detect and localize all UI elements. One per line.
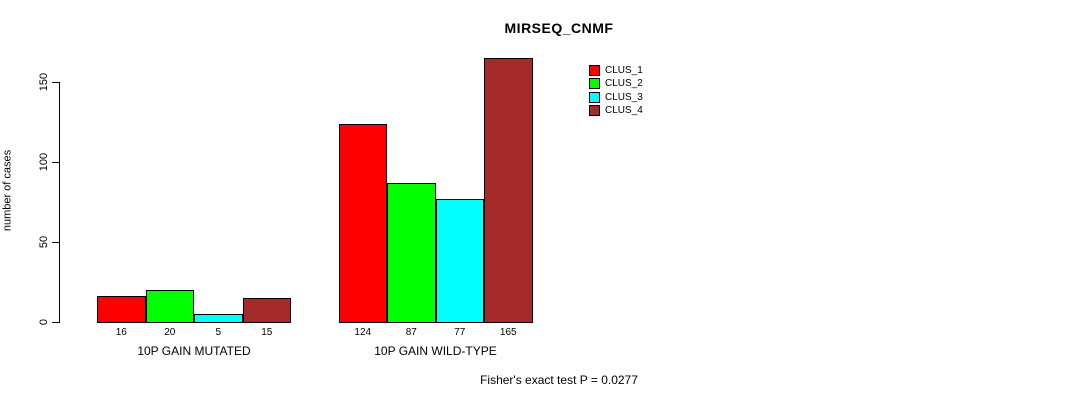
- bar-clus_3-mutated: [194, 314, 243, 323]
- legend-item-clus_1: CLUS_1: [589, 64, 659, 77]
- legend-label: CLUS_1: [605, 64, 643, 76]
- legend-label: CLUS_3: [605, 91, 643, 103]
- y-axis-tick: [52, 242, 59, 243]
- bar-value-label: 77: [454, 327, 466, 338]
- bar-clus_2-wild-type: [387, 182, 436, 323]
- bar-clus_4-wild-type: [484, 58, 533, 323]
- category-label: 10P GAIN WILD-TYPE: [374, 344, 497, 358]
- category-label: 10P GAIN MUTATED: [137, 344, 251, 358]
- bar-value-label: 124: [354, 327, 372, 338]
- bar-value-label: 5: [215, 327, 222, 338]
- bar-value-label: 87: [405, 327, 417, 338]
- bar-clus_2-mutated: [145, 290, 194, 323]
- legend-label: CLUS_4: [605, 105, 643, 116]
- legend-swatch-clus_4: [589, 105, 600, 116]
- y-axis-line: [59, 82, 60, 323]
- legend-item-clus_4: CLUS_4: [589, 105, 659, 117]
- bar-value-label: 20: [164, 327, 176, 338]
- y-axis-tick: [52, 82, 59, 83]
- y-axis-tick-label: 100: [38, 152, 50, 172]
- chart-title: MIRSEQ_CNMF: [504, 20, 614, 36]
- bar-clus_1-wild-type: [338, 123, 387, 323]
- legend-label: CLUS_2: [605, 78, 643, 89]
- bar-value-label: 16: [115, 327, 127, 338]
- legend-swatch-clus_2: [589, 78, 600, 89]
- y-axis-tick-label: 150: [38, 72, 50, 92]
- bar-value-label: 165: [499, 327, 517, 338]
- bar-clus_4-mutated: [242, 298, 291, 323]
- y-axis-tick: [52, 162, 59, 163]
- statistical-test-note: Fisher's exact test P = 0.0277: [480, 373, 638, 387]
- bar-value-label: 15: [261, 327, 273, 338]
- y-axis-title: number of cases: [1, 149, 14, 232]
- legend-swatch-clus_1: [589, 64, 600, 76]
- legend-item-clus_2: CLUS_2: [589, 78, 659, 90]
- bar-clus_3-wild-type: [435, 198, 484, 323]
- legend-swatch-clus_3: [589, 91, 600, 103]
- y-axis-tick: [52, 322, 59, 323]
- y-axis-tick-label: 50: [38, 235, 50, 249]
- bar-clus_1-mutated: [97, 296, 146, 323]
- y-axis-tick-label: 0: [38, 318, 50, 326]
- legend-item-clus_3: CLUS_3: [589, 91, 659, 104]
